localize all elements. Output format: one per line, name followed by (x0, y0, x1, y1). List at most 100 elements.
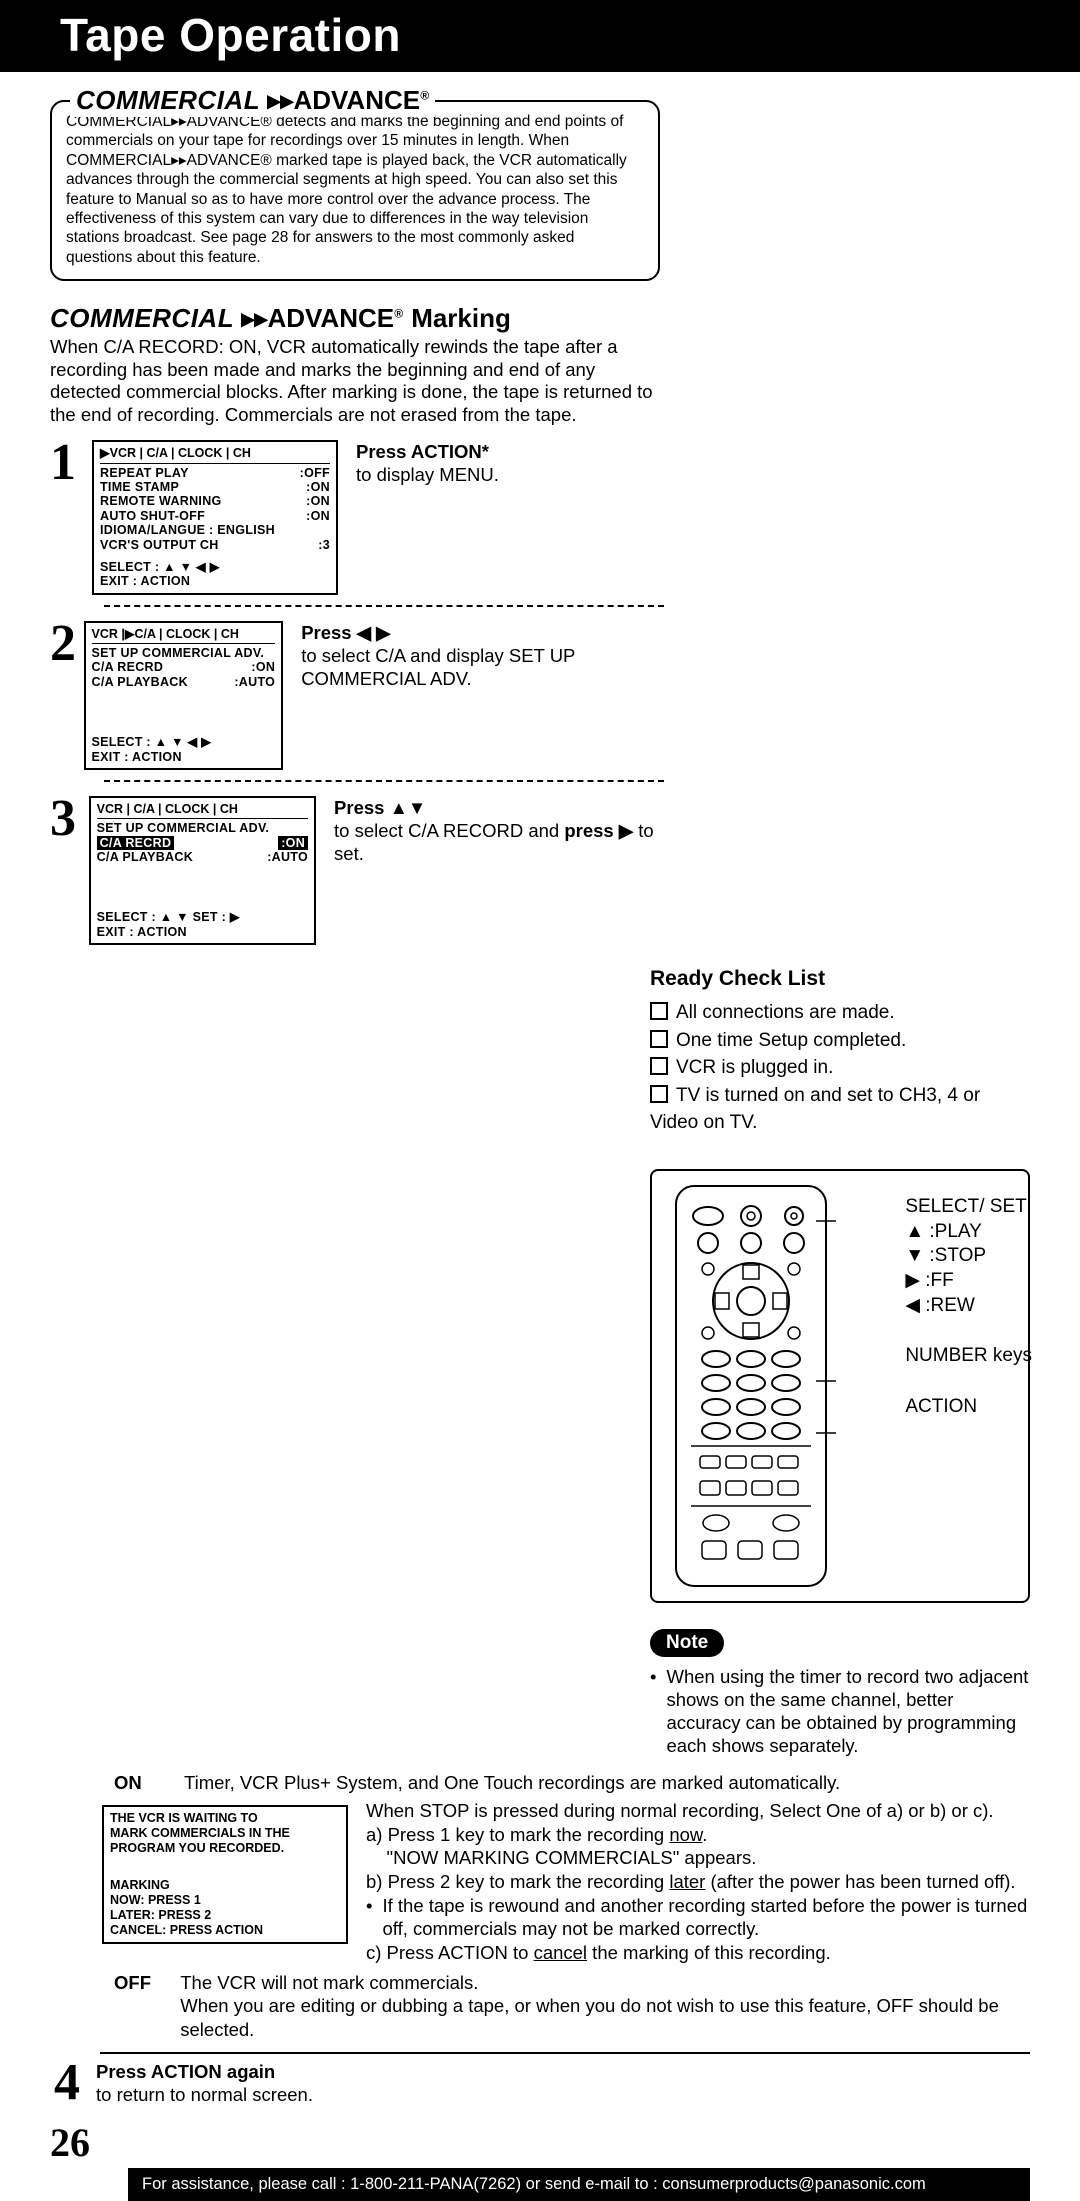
s1t2: to display MENU. (356, 464, 499, 485)
note-body: • When using the timer to record two adj… (650, 1665, 1030, 1758)
step-3: 3 VCR | C/A | CLOCK | CH SET UP COMMERCI… (50, 796, 660, 945)
s1r5: IDIOMA/LANGUE : ENGLISH (100, 523, 330, 537)
remote-labels: SELECT/ SET ▲ :PLAY ▼ :STOP ▶ :FF ◀ :REW… (905, 1195, 1032, 1446)
off-line2: When you are editing or dubbing a tape, … (180, 1994, 1030, 2041)
on-cb: the marking of this recording. (587, 1942, 831, 1963)
step-2: 2 VCR |▶C/A | CLOCK | CH SET UP COMMERCI… (50, 621, 660, 770)
s3t1: Press ▲▼ (334, 797, 426, 818)
s3t2: to select C/A RECORD and (334, 820, 564, 841)
check-item: One time Setup completed. (650, 1027, 1030, 1055)
s2r2b: :AUTO (234, 675, 275, 689)
on-a1u: now (669, 1824, 702, 1845)
check-item: TV is turned on and set to CH3, 4 or Vid… (650, 1082, 1030, 1137)
on-a1: a) Press 1 key to mark the recording (366, 1824, 669, 1845)
page-number: 26 (50, 2117, 90, 2168)
s3r2a: C/A PLAYBACK (97, 850, 193, 864)
on-off-section: ON Timer, VCR Plus+ System, and One Touc… (50, 1757, 1030, 2200)
s3f2: EXIT : ACTION (97, 925, 308, 939)
on-label: ON (114, 1771, 184, 1795)
off-line1: The VCR will not mark commercials. (180, 1971, 1030, 1995)
s4t1: Press ACTION again (96, 2061, 275, 2082)
w7a: CANCEL (110, 1923, 162, 1937)
commercial-advance-logo: COMMERCIAL ▸▸ADVANCE® (70, 84, 435, 117)
bullet-icon: • (650, 1665, 656, 1758)
ready-title: Ready Check List (650, 967, 1030, 991)
w5a: NOW (110, 1893, 140, 1907)
label-action: ACTION (905, 1395, 1032, 1420)
left-column: COMMERCIAL ▸▸ADVANCE® COMMERCIAL▸▸ADVANC… (50, 82, 660, 945)
s1r4b: :ON (306, 509, 330, 523)
s2r1a: C/A RECRD (92, 660, 164, 674)
s3r1b: :ON (278, 836, 308, 850)
on-cu: cancel (534, 1942, 587, 1963)
check-text-1: One time Setup completed. (676, 1030, 906, 1051)
s1t1: Press ACTION* (356, 441, 489, 462)
marking-suffix: Marking (411, 303, 511, 333)
s1r3a: REMOTE WARNING (100, 494, 222, 508)
step-3-screen: VCR | C/A | CLOCK | CH SET UP COMMERCIAL… (89, 796, 316, 945)
on-b1u: later (669, 1871, 705, 1892)
s2f1: SELECT : ▲ ▼ ◀ ▶ (92, 735, 276, 749)
marking-title: COMMERCIAL ▸▸ADVANCE® Marking (50, 303, 660, 334)
on-a1b: . (702, 1824, 707, 1845)
s1f1: SELECT : ▲ ▼ ◀ ▶ (100, 560, 330, 574)
step-3-text: Press ▲▼ to select C/A RECORD and press … (334, 796, 660, 865)
s3t3: press ▶ (564, 820, 633, 841)
step-1-screen: ▶VCR | C/A | CLOCK | CH REPEAT PLAY:OFF … (92, 440, 338, 594)
s3r0: SET UP COMMERCIAL ADV. (97, 821, 308, 835)
label-play: ▲ :PLAY (905, 1220, 1032, 1245)
off-label: OFF (114, 1971, 180, 2042)
w1: THE VCR IS WAITING TO (110, 1811, 340, 1826)
s3r1a: C/A RECRD (97, 836, 175, 850)
check-item: All connections are made. (650, 999, 1030, 1027)
s1r2a: TIME STAMP (100, 480, 179, 494)
logo-reg-2: ® (394, 306, 403, 320)
label-rew: ◀ :REW (905, 1294, 1032, 1319)
right-column: Ready Check List All connections are mad… (650, 945, 1030, 1757)
remote-diagram: SELECT/ SET ▲ :PLAY ▼ :STOP ▶ :FF ◀ :REW… (650, 1169, 1030, 1603)
s1r4a: AUTO SHUT-OFF (100, 509, 205, 523)
checkbox-icon (650, 1085, 668, 1103)
s2t2: to select C/A and display SET UP COMMERC… (301, 645, 575, 689)
step-1: 1 ▶VCR | C/A | CLOCK | CH REPEAT PLAY:OF… (50, 440, 660, 594)
s1r6a: VCR'S OUTPUT CH (100, 538, 219, 552)
s3r2b: :AUTO (267, 850, 308, 864)
s1r6b: :3 (318, 538, 330, 552)
logo-arrows: ▸▸ (267, 85, 293, 115)
s1r1a: REPEAT PLAY (100, 466, 189, 480)
footer-bar: For assistance, please call : 1-800-211-… (128, 2168, 1030, 2201)
on-b1: b) Press 2 key to mark the recording (366, 1871, 669, 1892)
check-item: VCR is plugged in. (650, 1054, 1030, 1082)
step-2-screen: VCR |▶C/A | CLOCK | CH SET UP COMMERCIAL… (84, 621, 284, 770)
s2-tab: VCR |▶C/A | CLOCK | CH (92, 627, 276, 641)
step-1-text: Press ACTION* to display MENU. (356, 440, 499, 486)
note-pill: Note (650, 1629, 724, 1657)
dash-sep-1 (104, 605, 664, 607)
step-2-text: Press ◀ ▶ to select C/A and display SET … (301, 621, 660, 690)
w7b: : PRESS ACTION (162, 1923, 263, 1937)
s2f2: EXIT : ACTION (92, 750, 276, 764)
page-header: Tape Operation (0, 0, 1080, 72)
w3: PROGRAM YOU RECORDED. (110, 1841, 340, 1856)
check-text-3: TV is turned on and set to CH3, 4 or Vid… (650, 1085, 980, 1134)
step-4-num: 4 (54, 2060, 96, 2107)
intro-box: COMMERCIAL ▸▸ADVANCE® COMMERCIAL▸▸ADVANC… (50, 100, 660, 281)
remote-icon (666, 1181, 836, 1591)
w6b: : PRESS 2 (151, 1908, 211, 1922)
note-text: When using the timer to record two adjac… (666, 1665, 1030, 1758)
checkbox-icon (650, 1002, 668, 1020)
on-bullet: If the tape is rewound and another recor… (382, 1894, 1030, 1941)
logo-advance-2: ADVANCE (267, 303, 394, 333)
intro-body: COMMERCIAL▸▸ADVANCE® detects and marks t… (66, 113, 627, 266)
s1r1b: :OFF (300, 466, 330, 480)
s1-tab: ▶VCR | C/A | CLOCK | CH (100, 446, 330, 460)
s3f1: SELECT : ▲ ▼ SET : ▶ (97, 910, 308, 924)
w2: MARK COMMERCIALS IN THE (110, 1826, 340, 1841)
s3-tab: VCR | C/A | CLOCK | CH (97, 802, 308, 816)
logo-commercial: COMMERCIAL (76, 85, 260, 115)
checkbox-icon (650, 1057, 668, 1075)
label-stop: ▼ :STOP (905, 1244, 1032, 1269)
check-text-2: VCR is plugged in. (676, 1057, 833, 1078)
s1f2: EXIT : ACTION (100, 574, 330, 588)
s1r2b: :ON (306, 480, 330, 494)
